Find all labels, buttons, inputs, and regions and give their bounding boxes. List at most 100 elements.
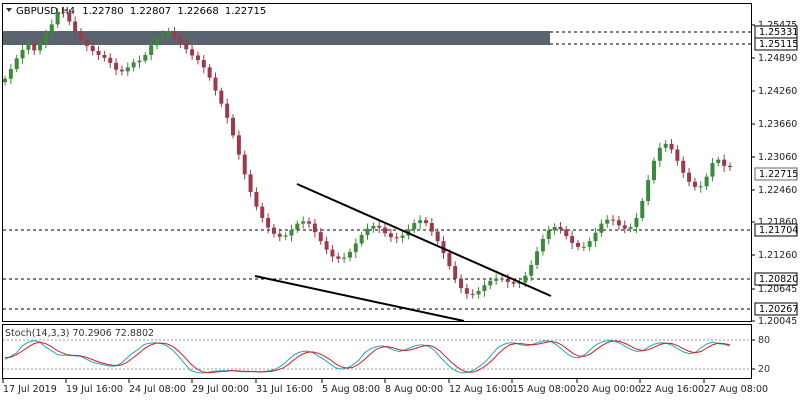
symbol-ohlc-header: GBPUSD,H4 1.22780 1.22807 1.22668 1.2271… bbox=[16, 6, 266, 17]
dropdown-arrow-icon[interactable] bbox=[6, 8, 12, 12]
close-value: 1.22715 bbox=[225, 6, 266, 17]
bull-candle bbox=[301, 221, 306, 224]
bull-candle bbox=[488, 280, 493, 286]
bear-candle bbox=[447, 253, 452, 267]
level-3-value: 1.20267 bbox=[759, 304, 798, 315]
bear-candle bbox=[219, 90, 224, 104]
bear-candle bbox=[441, 241, 446, 254]
bull-candle bbox=[353, 243, 358, 252]
price-tick-label: 1.24890 bbox=[758, 53, 797, 64]
time-axis-label: 15 Aug 08:00 bbox=[512, 384, 576, 395]
time-axis-label: 17 Jul 2019 bbox=[3, 384, 57, 395]
bear-candle bbox=[201, 60, 206, 68]
bear-candle bbox=[459, 278, 464, 289]
bear-candle bbox=[429, 223, 434, 232]
bear-candle bbox=[242, 154, 247, 175]
bull-candle bbox=[535, 251, 540, 265]
bear-candle bbox=[675, 149, 680, 161]
stoch-level-20-label: 20 bbox=[758, 364, 770, 375]
bull-candle bbox=[640, 200, 645, 218]
bear-candle bbox=[423, 220, 428, 224]
level-2-value: 1.20820 bbox=[759, 274, 798, 285]
bear-candle bbox=[728, 165, 732, 168]
bull-candle bbox=[8, 69, 13, 79]
bull-candle bbox=[540, 238, 545, 252]
bear-candle bbox=[575, 242, 580, 247]
time-axis-label: 8 Aug 00:00 bbox=[385, 384, 443, 395]
wedge-upper-trendline[interactable] bbox=[296, 183, 552, 297]
bull-candle bbox=[628, 227, 633, 229]
stoch-title: Stoch(14,3,3) 70.2906 72.8802 bbox=[5, 328, 154, 339]
bull-candle bbox=[342, 257, 347, 259]
bear-candle bbox=[207, 67, 212, 78]
bull-candle bbox=[529, 264, 534, 276]
price-tick-label: 1.24260 bbox=[758, 86, 797, 97]
price-tick-label: 1.21860 bbox=[758, 217, 797, 228]
bear-candle bbox=[178, 37, 183, 44]
bear-candle bbox=[254, 191, 259, 207]
bear-candle bbox=[108, 57, 113, 63]
bear-candle bbox=[499, 278, 504, 280]
level-1-label: 1.21704 bbox=[754, 223, 798, 237]
level-1-value: 1.21704 bbox=[759, 225, 798, 236]
price-tick-label: 1.20045 bbox=[758, 316, 797, 327]
bear-candle bbox=[79, 31, 84, 41]
bull-candle bbox=[605, 219, 610, 224]
bull-candle bbox=[160, 35, 165, 39]
bear-candle bbox=[61, 11, 66, 13]
zone-top-label: 1.25331 bbox=[754, 25, 798, 39]
bear-candle bbox=[172, 31, 177, 38]
bull-candle bbox=[476, 290, 481, 295]
bear-candle bbox=[236, 135, 241, 155]
time-axis-label: 24 Jul 08:00 bbox=[129, 384, 186, 395]
bear-candle bbox=[312, 223, 317, 233]
level-3-label: 1.20267 bbox=[754, 302, 798, 316]
bull-candle bbox=[155, 38, 160, 46]
bear-candle bbox=[622, 225, 627, 229]
bear-candle bbox=[570, 236, 575, 243]
bull-candle bbox=[289, 229, 294, 236]
zone-bottom-label: 1.25115 bbox=[754, 37, 798, 51]
time-axis-label: 19 Jul 16:00 bbox=[66, 384, 123, 395]
bull-candle bbox=[347, 251, 352, 258]
open-value: 1.22780 bbox=[82, 6, 123, 17]
symbol-label: GBPUSD,H4 bbox=[16, 6, 75, 17]
price-tick-label: 1.22460 bbox=[758, 185, 797, 196]
wedge-lower-trendline[interactable] bbox=[254, 275, 465, 322]
bear-candle bbox=[324, 241, 329, 250]
bull-candle bbox=[149, 45, 154, 55]
bull-candle bbox=[646, 180, 651, 201]
bear-candle bbox=[84, 40, 89, 46]
bear-candle bbox=[102, 54, 107, 58]
bull-candle bbox=[365, 228, 370, 235]
bull-candle bbox=[371, 225, 376, 229]
bear-candle bbox=[330, 249, 335, 257]
bear-candle bbox=[231, 117, 236, 136]
bull-candle bbox=[166, 31, 171, 36]
bear-candle bbox=[114, 62, 119, 70]
bull-candle bbox=[698, 186, 703, 188]
bull-candle bbox=[26, 44, 31, 50]
bull-candle bbox=[49, 24, 54, 35]
bull-candle bbox=[546, 230, 551, 239]
time-axis-label: 27 Aug 08:00 bbox=[704, 384, 768, 395]
bear-candle bbox=[435, 231, 440, 242]
high-value: 1.22807 bbox=[130, 6, 171, 17]
bull-candle bbox=[137, 60, 142, 63]
bear-candle bbox=[96, 50, 101, 55]
bear-candle bbox=[681, 160, 686, 173]
main-panel-frame bbox=[2, 3, 752, 322]
bear-candle bbox=[260, 206, 265, 218]
time-axis-label: 20 Aug 00:00 bbox=[577, 384, 641, 395]
bear-candle bbox=[277, 233, 282, 237]
low-value: 1.22668 bbox=[177, 6, 218, 17]
price-tick-label: 1.23660 bbox=[758, 119, 797, 130]
bear-candle bbox=[669, 143, 674, 150]
current-price-label: 1.22715 bbox=[754, 167, 798, 181]
resistance-zone[interactable] bbox=[3, 31, 550, 45]
time-axis-label: 29 Jul 00:00 bbox=[192, 384, 249, 395]
bear-candle bbox=[616, 220, 621, 226]
bear-candle bbox=[73, 21, 78, 32]
bull-candle bbox=[587, 241, 592, 247]
